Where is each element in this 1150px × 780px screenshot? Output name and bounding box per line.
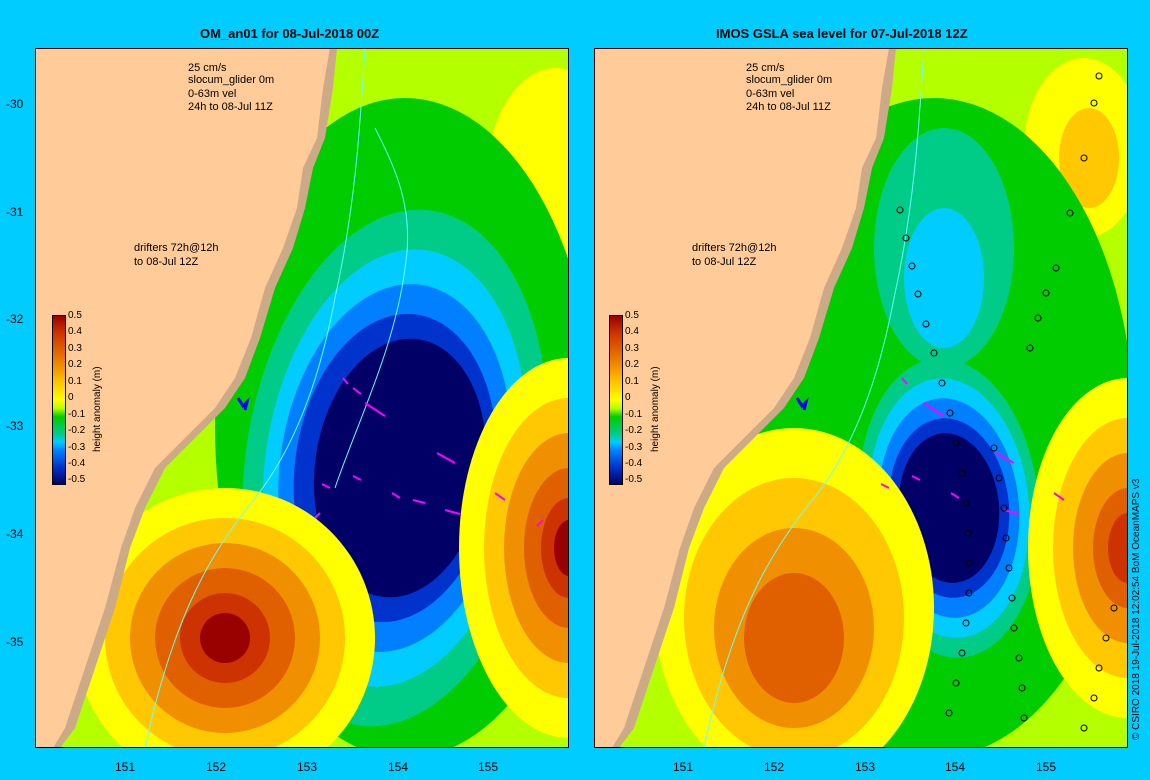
copyright-credit: © CSIRO 2018 19-Jul-2018 12:02:54 BoM Oc…	[1131, 478, 1142, 740]
left-cb-tick: -0.1	[68, 409, 86, 420]
left-cb-tick: 0.5	[68, 310, 82, 321]
left-y-tick: -31	[6, 205, 24, 219]
right-x-tick: 154	[945, 760, 966, 774]
right-legend-glider: slocum_glider 0m	[746, 74, 833, 86]
left-drifters-time: to 08-Jul 12Z	[134, 256, 199, 268]
right-cb-tick: 0.1	[625, 376, 639, 387]
left-cb-tick: -0.2	[68, 425, 86, 436]
right-legend-scale: 25 cm/s	[746, 62, 785, 74]
left-x-tick: 155	[478, 760, 499, 774]
left-x-tick: 154	[388, 760, 409, 774]
right-cb-tick: 0.3	[625, 343, 639, 354]
right-sea-level-map	[594, 48, 1128, 748]
left-legend-scale: 25 cm/s	[188, 62, 227, 74]
left-cb-tick: 0.2	[68, 359, 82, 370]
left-x-tick: 151	[115, 760, 136, 774]
right-cb-tick: -0.2	[625, 425, 643, 436]
right-x-tick: 155	[1036, 760, 1057, 774]
left-legend-time: 24h to 08-Jul 11Z	[188, 101, 273, 113]
left-y-tick: -35	[6, 635, 24, 649]
right-cb-tick: 0.5	[625, 310, 639, 321]
right-cb-tick: -0.5	[625, 474, 643, 485]
right-cb-tick: -0.1	[625, 409, 643, 420]
left-colorbar	[52, 315, 66, 485]
left-legend-velocity: 0-63m vel	[188, 88, 237, 100]
right-legend-time: 24h to 08-Jul 11Z	[746, 101, 831, 113]
left-x-tick: 153	[297, 760, 318, 774]
right-drifters-time: to 08-Jul 12Z	[692, 256, 757, 268]
right-cb-tick: -0.3	[625, 442, 643, 453]
left-y-tick: -32	[6, 312, 24, 326]
left-panel-title: OM_an01 for 08-Jul-2018 00Z	[200, 26, 380, 41]
right-cb-tick: 0.4	[625, 326, 639, 337]
right-x-tick: 152	[764, 760, 785, 774]
right-panel-title: IMOS GSLA sea level for 07-Jul-2018 12Z	[716, 26, 968, 41]
left-x-tick: 152	[206, 760, 227, 774]
left-colorbar-label: height anomaly (m)	[92, 366, 103, 452]
left-sea-level-map	[35, 48, 569, 748]
left-cb-tick: 0.4	[68, 326, 82, 337]
left-cb-tick: -0.4	[68, 458, 86, 469]
right-x-tick: 151	[673, 760, 694, 774]
right-legend-velocity: 0-63m vel	[746, 88, 795, 100]
right-colorbar	[609, 315, 623, 485]
left-drifters-label: drifters 72h@12h	[134, 242, 219, 254]
left-y-tick: -34	[6, 527, 24, 541]
left-cb-tick: -0.5	[68, 474, 86, 485]
right-cb-tick: -0.4	[625, 458, 643, 469]
right-drifters-label: drifters 72h@12h	[692, 242, 777, 254]
left-y-tick: -30	[6, 97, 24, 111]
right-cb-tick: 0	[625, 392, 631, 403]
left-legend-glider: slocum_glider 0m	[188, 74, 275, 86]
left-cb-tick: 0	[68, 392, 74, 403]
left-y-tick: -33	[6, 419, 24, 433]
left-cb-tick: -0.3	[68, 442, 86, 453]
right-cb-tick: 0.2	[625, 359, 639, 370]
left-cb-tick: 0.1	[68, 376, 82, 387]
right-x-tick: 153	[855, 760, 876, 774]
right-colorbar-label: height anomaly (m)	[650, 366, 661, 452]
left-cb-tick: 0.3	[68, 343, 82, 354]
